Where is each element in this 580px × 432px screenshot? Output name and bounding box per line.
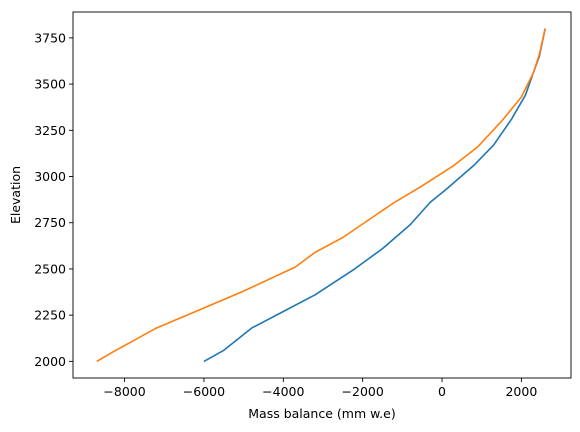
y-tick-label: 3250: [34, 123, 66, 138]
plot-frame: [72, 11, 572, 379]
x-axis-label: Mass balance (mm w.e): [248, 406, 395, 421]
x-tick-label: −2000: [342, 384, 384, 399]
x-tick-label: −6000: [183, 384, 225, 399]
series-line-1: [203, 28, 546, 363]
x-tick-label: −4000: [262, 384, 304, 399]
y-axis-ticks: 2000 2250 2500 2750 3000 3250 3500 3750: [34, 30, 73, 369]
x-tick-label: −8000: [103, 384, 145, 399]
y-tick-label: 3000: [34, 169, 66, 184]
y-tick-label: 3750: [34, 30, 66, 45]
series-line-2: [96, 28, 546, 363]
x-tick-label: 2000: [505, 384, 537, 399]
y-axis-label: Elevation: [8, 166, 23, 224]
plot-area: [72, 11, 572, 379]
x-tick-label: 0: [438, 384, 446, 399]
y-tick-label: 2500: [34, 261, 66, 276]
x-axis-ticks: −8000 −6000 −4000 −2000 0 2000: [103, 378, 537, 399]
y-tick-label: 2250: [34, 308, 66, 323]
y-tick-label: 2000: [34, 354, 66, 369]
series-layer: [96, 28, 546, 363]
y-tick-label: 3500: [34, 77, 66, 92]
y-tick-label: 2750: [34, 215, 66, 230]
